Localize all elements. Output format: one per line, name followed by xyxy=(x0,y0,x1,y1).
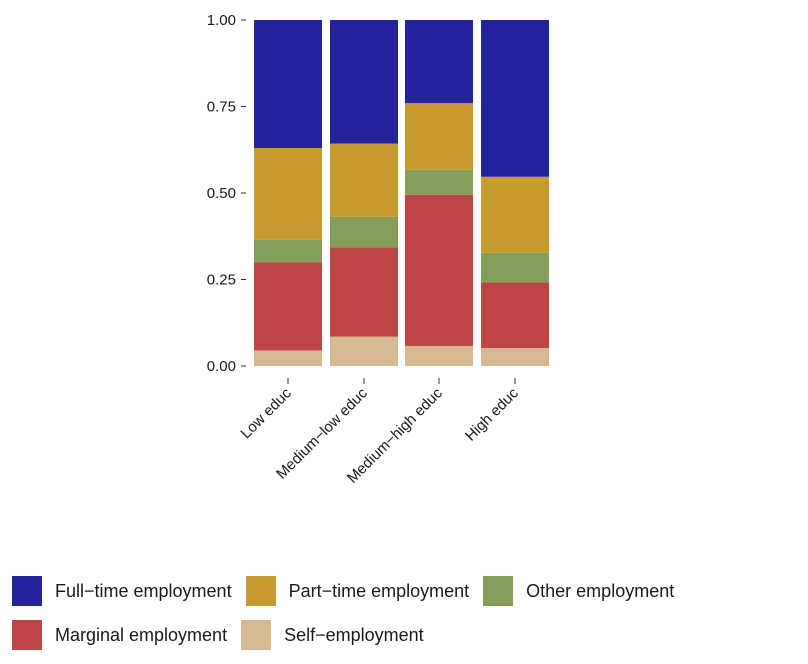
legend-label: Self−employment xyxy=(284,624,424,645)
bar-segment xyxy=(405,20,473,104)
bar-segment xyxy=(254,239,322,263)
y-axis: 0.00 0.25 0.50 0.75 1.00 xyxy=(207,12,246,375)
legend-row: Marginal employment Self−employment xyxy=(12,620,808,650)
legend-label: Marginal employment xyxy=(55,624,228,645)
bar-segment xyxy=(330,247,398,337)
y-tick-label: 1.00 xyxy=(207,12,236,29)
legend-label: Full−time employment xyxy=(55,580,232,601)
bar-segment xyxy=(481,348,549,366)
bar-segment xyxy=(330,143,398,217)
bar-stacks xyxy=(254,20,549,366)
bar-stack xyxy=(254,20,322,366)
bar-segment xyxy=(481,252,549,283)
bar-stack xyxy=(330,20,398,366)
legend-label: Part−time employment xyxy=(288,580,470,601)
bar-segment xyxy=(254,262,322,351)
bar-segment xyxy=(481,20,549,177)
bar-segment xyxy=(254,148,322,240)
y-tick-label: 0.50 xyxy=(207,185,236,202)
y-tick-label: 0.75 xyxy=(207,99,236,116)
bar-segment xyxy=(405,194,473,346)
bar-segment xyxy=(330,216,398,248)
legend-row: Full−time employment Part−time employment… xyxy=(12,576,808,606)
bar-segment xyxy=(405,169,473,195)
bar-segment xyxy=(481,282,549,349)
stacked-bar-chart: 0.00 0.25 0.50 0.75 1.00 Low educMedium−low … xyxy=(207,12,549,487)
legend-swatch xyxy=(245,576,276,606)
bar-stack xyxy=(481,20,549,366)
y-tick-label: 0.25 xyxy=(207,272,236,289)
bar-segment xyxy=(405,345,473,366)
legend-label: Other employment xyxy=(526,580,675,601)
legend-item: Full−time employment xyxy=(12,576,232,606)
x-tick-label: Low educ xyxy=(237,384,295,442)
legend-item: Self−employment xyxy=(241,620,424,650)
legend-swatch xyxy=(241,620,272,650)
y-tick-label: 0.00 xyxy=(207,358,236,375)
legend-swatch xyxy=(12,576,42,606)
bar-segment xyxy=(254,350,322,366)
bar-segment xyxy=(330,336,398,366)
bar-stack xyxy=(405,20,473,366)
x-tick-label: High educ xyxy=(462,384,522,444)
bar-segment xyxy=(481,176,549,253)
bar-segment xyxy=(254,20,322,149)
legend-item: Marginal employment xyxy=(12,620,227,650)
legend-item: Part−time employment xyxy=(245,576,470,606)
bar-segment xyxy=(405,103,473,170)
bar-segment xyxy=(330,20,398,144)
legend-swatch xyxy=(12,620,42,650)
legend-swatch xyxy=(483,576,514,606)
legend-item: Other employment xyxy=(483,576,674,606)
legend: Full−time employment Part−time employment… xyxy=(12,576,808,664)
